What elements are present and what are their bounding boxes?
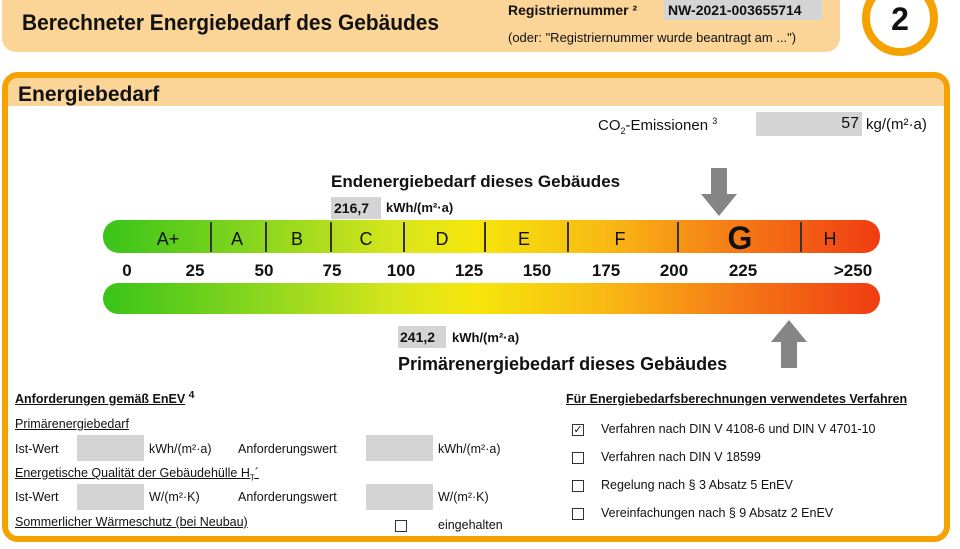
class-divider xyxy=(567,222,569,252)
section-title: Berechneter Energiebedarf des Gebäudes xyxy=(22,10,439,35)
scale-tick: 125 xyxy=(454,261,484,280)
primary-energy-arrow-icon xyxy=(771,320,807,368)
requirements-footnote: 4 xyxy=(188,390,195,401)
unit-wk: W/(m²·K) xyxy=(149,490,200,504)
summer-protection-checkbox[interactable] xyxy=(395,520,407,532)
class-divider xyxy=(330,222,332,252)
envelope-anforderungswert-field[interactable] xyxy=(366,484,433,510)
unit-kwh: kWh/(m²·a) xyxy=(149,442,212,456)
scale-tick: 200 xyxy=(659,261,689,280)
method-label: Regelung nach § 3 Absatz 5 EnEV xyxy=(601,478,793,492)
scale-tick: 25 xyxy=(185,261,205,280)
envelope-label: Energetische Qualität der Gebäudehülle H… xyxy=(15,466,259,483)
primary-ist-wert-field[interactable] xyxy=(77,435,144,461)
primary-energy-title: Primärenergiebedarf dieses Gebäudes xyxy=(398,354,728,374)
co2-sub: 2 xyxy=(620,126,626,136)
method-checkbox[interactable] xyxy=(572,480,584,492)
end-energy-value[interactable]: 216,7 xyxy=(331,197,381,219)
energy-class-E: E xyxy=(517,229,531,249)
class-divider xyxy=(800,222,802,252)
co2-unit: kg/(m²·a) xyxy=(866,116,927,133)
methods-title: Für Energiebedarfsberechnungen verwendet… xyxy=(566,392,908,406)
class-divider xyxy=(210,222,212,252)
end-energy-title: Endenergiebedarf dieses Gebäudes xyxy=(331,172,621,191)
anforderungswert-label: Anforderungswert xyxy=(238,490,337,504)
panel-header xyxy=(8,78,944,106)
scale-tick: 225 xyxy=(728,261,758,280)
registration-number-field[interactable]: NW-2021-003655714 xyxy=(664,0,822,20)
registration-label: Registriernummer ² xyxy=(508,2,638,18)
summer-protection-label: Sommerlicher Wärmeschutz (bei Neubau) xyxy=(15,515,248,529)
ist-wert-label: Ist-Wert xyxy=(15,442,59,456)
envelope-text: Energetische Qualität der Gebäudehülle H xyxy=(15,466,250,480)
unit-wk: W/(m²·K) xyxy=(438,490,489,504)
primary-demand-label: Primärenergiebedarf xyxy=(15,417,129,431)
scale-tick: 75 xyxy=(322,261,342,280)
method-checkbox[interactable]: ✓ xyxy=(572,424,584,436)
unit-kwh: kWh/(m²·a) xyxy=(438,442,501,456)
energy-scale-bar-top xyxy=(103,220,880,253)
primary-energy-unit: kWh/(m²·a) xyxy=(452,330,520,345)
registration-note: (oder: "Registriernummer wurde beantragt… xyxy=(508,30,797,45)
scale-tick: 175 xyxy=(591,261,621,280)
requirements-title: Anforderungen gemäß EnEV 4 xyxy=(15,390,194,406)
energy-class-H: H xyxy=(823,229,837,249)
scale-tick: 100 xyxy=(386,261,416,280)
energy-class-F: F xyxy=(614,229,626,249)
class-divider xyxy=(403,222,405,252)
summer-protection-check-label: eingehalten xyxy=(438,518,503,532)
co2-text: CO xyxy=(598,117,621,134)
scale-tick: 150 xyxy=(522,261,552,280)
co2-label: CO2-Emissionen 3 xyxy=(598,116,717,136)
envelope-sub: T xyxy=(249,473,255,483)
co2-value-field[interactable]: 57 xyxy=(756,112,862,136)
energy-class-A+: A+ xyxy=(156,229,180,249)
end-energy-arrow-icon xyxy=(701,168,737,216)
energy-class-G: G xyxy=(727,220,753,256)
primary-anforderungswert-field[interactable] xyxy=(366,435,433,461)
energy-class-D: D xyxy=(435,229,449,249)
co2-text-rest: -Emissionen xyxy=(625,117,709,134)
energy-class-B: B xyxy=(290,229,304,249)
panel-title: Energiebedarf xyxy=(18,83,160,106)
anforderungswert-label: Anforderungswert xyxy=(238,442,337,456)
method-label: Verfahren nach DIN V 18599 xyxy=(601,450,761,464)
page-number-badge: 2 xyxy=(862,0,938,56)
energy-class-A: A xyxy=(230,229,244,249)
method-label: Verfahren nach DIN V 4108-6 und DIN V 47… xyxy=(601,422,876,436)
scale-tick: >250 xyxy=(833,261,873,280)
method-label: Vereinfachungen nach § 9 Absatz 2 EnEV xyxy=(601,506,834,520)
envelope-suffix: ´ xyxy=(254,466,259,480)
class-divider xyxy=(265,222,267,252)
check-icon: ✓ xyxy=(573,424,583,436)
method-checkbox[interactable] xyxy=(572,508,584,520)
requirements-title-text: Anforderungen gemäß EnEV xyxy=(15,392,186,407)
primary-energy-value[interactable]: 241,2 xyxy=(398,326,446,348)
energy-scale-bar-bottom xyxy=(103,283,880,314)
scale-tick: 50 xyxy=(254,261,274,280)
class-divider xyxy=(484,222,486,252)
energy-class-C: C xyxy=(359,229,373,249)
envelope-ist-wert-field[interactable] xyxy=(77,484,144,510)
scale-tick: 0 xyxy=(122,261,132,280)
co2-footnote: 3 xyxy=(712,116,718,126)
ist-wert-label: Ist-Wert xyxy=(15,490,59,504)
method-checkbox[interactable] xyxy=(572,452,584,464)
class-divider xyxy=(677,222,679,252)
end-energy-unit: kWh/(m²·a) xyxy=(386,200,454,215)
